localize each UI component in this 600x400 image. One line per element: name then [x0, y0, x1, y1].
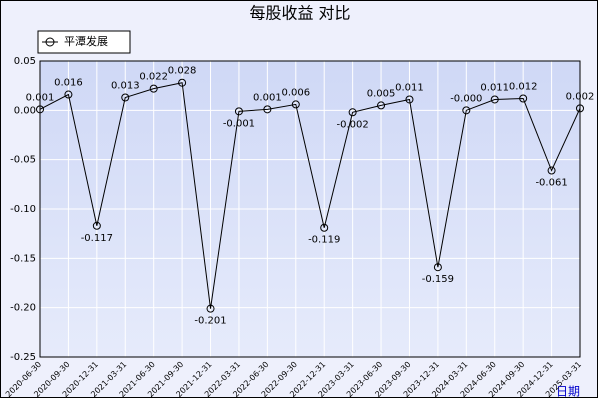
legend-label: 平潭发展	[64, 34, 108, 48]
point	[576, 104, 584, 113]
point	[490, 95, 499, 104]
data-label: -0.002	[337, 119, 369, 130]
point	[206, 304, 215, 313]
data-label: -0.201	[194, 316, 226, 327]
y-tick-label: 0.00	[14, 105, 36, 116]
point	[263, 105, 272, 114]
data-label: -0.159	[422, 274, 454, 285]
point	[320, 223, 329, 232]
y-tick-label: -0.15	[10, 253, 36, 264]
x-axis-label: 日期	[556, 385, 580, 399]
plot-border	[39, 60, 581, 358]
point	[377, 101, 386, 110]
data-label: 0.016	[54, 78, 83, 89]
point	[64, 90, 73, 99]
point	[291, 100, 300, 109]
point	[519, 94, 528, 103]
data-label: 0.001	[26, 92, 55, 103]
data-label: 0.013	[111, 81, 140, 92]
data-label: 0.028	[168, 66, 197, 77]
point	[547, 166, 556, 175]
data-label: -0.117	[81, 233, 113, 244]
data-label: 0.022	[139, 72, 168, 83]
point	[121, 93, 130, 102]
data-label: -0.001	[223, 118, 255, 129]
data-label: 0.011	[395, 82, 424, 93]
point	[36, 105, 44, 114]
point	[348, 108, 357, 117]
chart-title: 每股收益 对比	[249, 4, 350, 23]
data-label: 0.012	[509, 81, 538, 92]
y-tick-label: 0.05	[14, 56, 36, 67]
data-label: 0.006	[281, 87, 310, 98]
data-label: 0.011	[480, 82, 509, 93]
data-label: -0.000	[450, 93, 482, 104]
point	[462, 106, 471, 115]
data-label: 0.005	[367, 88, 396, 99]
y-tick-label: -0.25	[10, 352, 36, 363]
data-label: -0.061	[535, 178, 567, 189]
y-tick-label: -0.05	[10, 155, 36, 166]
point	[149, 84, 158, 93]
point	[433, 263, 442, 272]
y-tick-label: -0.10	[10, 204, 36, 215]
series-line	[39, 82, 581, 309]
point	[92, 221, 101, 230]
y-tick-label: -0.20	[10, 303, 36, 314]
point	[405, 95, 414, 104]
point	[178, 78, 187, 87]
legend-marker	[45, 37, 55, 47]
data-label: 0.002	[566, 91, 595, 102]
point	[234, 107, 243, 116]
data-label: 0.001	[253, 92, 282, 103]
legend	[37, 30, 131, 54]
data-label: -0.119	[308, 235, 340, 246]
